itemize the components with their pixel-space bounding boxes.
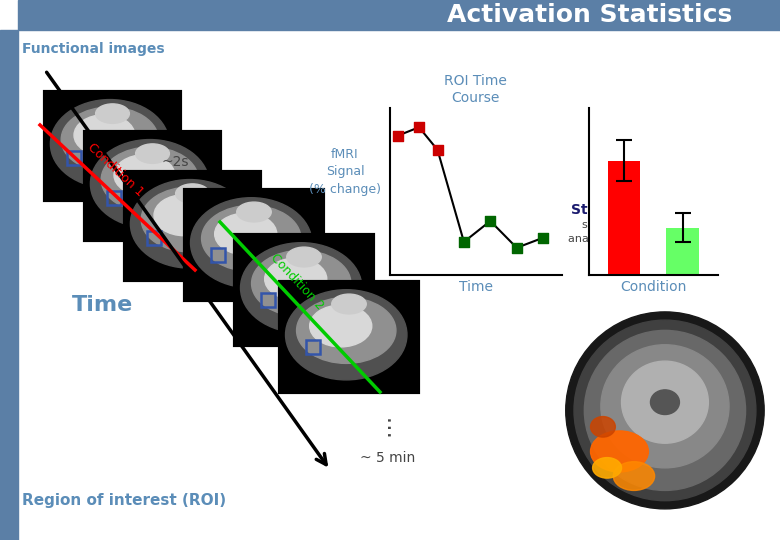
Text: Statistical Map: Statistical Map	[572, 203, 689, 217]
Ellipse shape	[264, 258, 327, 300]
Bar	[185, 190, 323, 300]
Ellipse shape	[287, 247, 321, 267]
Bar	[235, 235, 373, 345]
Bar	[45, 92, 180, 200]
Ellipse shape	[90, 139, 209, 228]
Ellipse shape	[584, 330, 746, 490]
Text: Functional images: Functional images	[22, 42, 165, 56]
Ellipse shape	[61, 107, 158, 172]
Ellipse shape	[285, 289, 407, 380]
Text: superimposed on
anatomical MRI image: superimposed on anatomical MRI image	[568, 220, 693, 244]
Text: fMRI
Signal
(% change): fMRI Signal (% change)	[309, 147, 381, 197]
Point	[431, 145, 444, 154]
Bar	[0, 30, 18, 540]
Ellipse shape	[154, 195, 214, 236]
Ellipse shape	[141, 187, 239, 252]
Bar	[107, 191, 121, 205]
Ellipse shape	[215, 213, 277, 255]
Bar	[125, 172, 260, 280]
Ellipse shape	[114, 154, 175, 195]
Ellipse shape	[96, 104, 129, 123]
Point	[413, 123, 425, 132]
Bar	[67, 151, 81, 165]
Ellipse shape	[296, 298, 396, 363]
Ellipse shape	[332, 294, 367, 314]
Ellipse shape	[613, 462, 654, 490]
Bar	[280, 282, 418, 392]
X-axis label: Time: Time	[459, 280, 493, 294]
Text: ~2s: ~2s	[161, 155, 189, 169]
Ellipse shape	[51, 99, 169, 188]
Ellipse shape	[590, 431, 648, 472]
Bar	[608, 160, 640, 275]
Point	[484, 217, 497, 225]
Point	[392, 131, 404, 140]
Ellipse shape	[101, 147, 198, 212]
Text: ⋯: ⋯	[378, 414, 398, 436]
Point	[510, 244, 523, 252]
X-axis label: Condition: Condition	[620, 280, 686, 294]
Text: Time: Time	[72, 295, 133, 315]
Bar	[306, 340, 320, 354]
Text: ~ 5 min: ~ 5 min	[360, 451, 416, 465]
Ellipse shape	[574, 320, 756, 501]
Ellipse shape	[240, 242, 362, 333]
Bar	[18, 0, 780, 30]
Text: Condition 2: Condition 2	[268, 252, 326, 313]
Ellipse shape	[310, 305, 372, 347]
Ellipse shape	[136, 144, 169, 163]
Ellipse shape	[252, 251, 351, 316]
Text: Condition 1: Condition 1	[85, 141, 146, 199]
Text: Region of interest (ROI): Region of interest (ROI)	[22, 492, 226, 508]
Ellipse shape	[622, 361, 708, 443]
Ellipse shape	[601, 345, 729, 468]
Ellipse shape	[130, 180, 249, 268]
Bar	[666, 227, 699, 275]
Ellipse shape	[201, 205, 301, 272]
Ellipse shape	[237, 202, 271, 222]
Ellipse shape	[651, 390, 679, 415]
Point	[537, 233, 549, 242]
Title: ROI Time
Course: ROI Time Course	[445, 74, 507, 105]
Ellipse shape	[566, 312, 764, 509]
Ellipse shape	[593, 457, 622, 478]
Ellipse shape	[190, 198, 312, 288]
Ellipse shape	[74, 114, 135, 156]
Bar	[147, 231, 161, 245]
Point	[458, 238, 470, 246]
Bar	[261, 293, 275, 307]
Bar	[211, 248, 225, 262]
Ellipse shape	[176, 184, 209, 204]
Ellipse shape	[590, 416, 615, 437]
Text: Activation Statistics: Activation Statistics	[448, 3, 732, 27]
Bar	[85, 132, 220, 240]
